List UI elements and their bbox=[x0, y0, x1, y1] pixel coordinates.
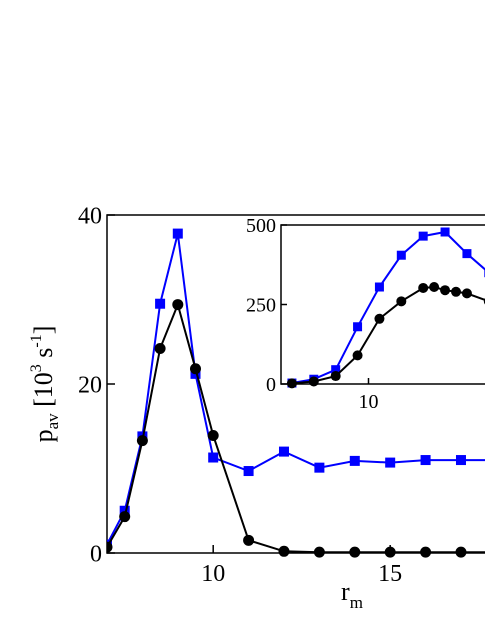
inset-point-circle bbox=[374, 313, 385, 324]
inset-y-tick-label: 500 bbox=[246, 215, 276, 237]
inset-axes bbox=[280, 224, 485, 385]
main-point-square bbox=[243, 466, 254, 477]
main-point-square bbox=[455, 455, 466, 466]
main-point-square bbox=[314, 462, 325, 473]
inset-ticks: 0250500101 bbox=[246, 215, 379, 413]
inset-point-circle bbox=[451, 286, 461, 297]
inset-point-square bbox=[396, 250, 406, 260]
inset-y-tick-label: 250 bbox=[246, 295, 276, 317]
inset-x-tick-label: 10 bbox=[359, 391, 379, 413]
inset-point-circle bbox=[308, 376, 319, 387]
inset-point-square bbox=[440, 227, 450, 237]
inset-point-circle bbox=[418, 282, 429, 293]
main-point-circle bbox=[420, 546, 432, 558]
svg-text:rm: rm bbox=[341, 577, 363, 612]
inset-point-circle bbox=[429, 282, 440, 293]
main-point-circle bbox=[455, 546, 467, 558]
inset-point-circle bbox=[330, 371, 341, 382]
main-y-axis-label: pav [103 s-1] bbox=[28, 326, 62, 443]
inset-point-square bbox=[418, 231, 428, 241]
inset-series-1 bbox=[286, 282, 485, 389]
main-point-circle bbox=[119, 511, 131, 523]
main-point-circle bbox=[349, 546, 361, 558]
main-point-square bbox=[349, 455, 360, 466]
x-label-r: r bbox=[341, 577, 350, 606]
inset-point-square bbox=[462, 249, 472, 259]
main-x-tick-label: 10 bbox=[201, 561, 225, 587]
inset-background bbox=[281, 225, 485, 384]
inset-series-group bbox=[286, 227, 485, 389]
main-ticks: 0 20 40 10 15 bbox=[78, 203, 402, 587]
main-point-circle bbox=[154, 343, 166, 355]
main-point-square bbox=[172, 228, 183, 239]
main-point-square bbox=[155, 298, 166, 309]
y-label-unit-exp2: -1 bbox=[28, 334, 45, 347]
main-x-axis-label: rm bbox=[341, 577, 363, 612]
main-point-circle bbox=[136, 435, 148, 447]
main-y-tick-label: 40 bbox=[78, 203, 102, 229]
main-point-circle bbox=[278, 545, 290, 557]
y-label-unit-open: [10 bbox=[29, 372, 58, 407]
main-point-square bbox=[119, 505, 130, 516]
inset-y-tick-label: 0 bbox=[266, 374, 276, 396]
inset-point-square bbox=[353, 322, 363, 332]
main-point-square bbox=[420, 455, 431, 466]
main-point-circle bbox=[207, 430, 219, 442]
main-point-circle bbox=[172, 299, 184, 311]
inset-point-circle bbox=[396, 296, 407, 307]
main-y-tick-label: 20 bbox=[78, 372, 102, 398]
x-label-sub: m bbox=[350, 593, 363, 612]
inset-point-circle bbox=[440, 285, 451, 296]
main-point-circle bbox=[384, 546, 396, 558]
y-label-p: p bbox=[29, 429, 58, 442]
main-y-tick-label: 0 bbox=[90, 541, 102, 567]
main-point-circle bbox=[107, 541, 113, 553]
svg-text:pav [103 s-1]: pav [103 s-1] bbox=[28, 326, 62, 443]
main-x-tick-label: 15 bbox=[378, 561, 402, 587]
main-point-circle bbox=[243, 534, 255, 546]
main-point-square bbox=[385, 457, 396, 468]
y-label-unit-close: ] bbox=[29, 326, 58, 335]
main-series-1 bbox=[107, 299, 485, 558]
main-series-group bbox=[107, 228, 485, 558]
main-point-circle bbox=[189, 363, 201, 375]
inset-point-circle bbox=[461, 288, 472, 299]
inset-series-0-line bbox=[291, 230, 485, 384]
main-point-square bbox=[208, 452, 219, 463]
inset-point-circle bbox=[286, 378, 297, 389]
main-point-square bbox=[278, 446, 289, 457]
y-label-sub: av bbox=[43, 413, 62, 430]
y-label-unit-mid: s bbox=[29, 348, 58, 358]
inset-point-square bbox=[331, 365, 341, 375]
y-label-unit-exp: 3 bbox=[28, 364, 45, 372]
inset-point-circle bbox=[352, 350, 363, 361]
main-point-circle bbox=[313, 546, 325, 558]
inset-point-square bbox=[374, 282, 384, 292]
